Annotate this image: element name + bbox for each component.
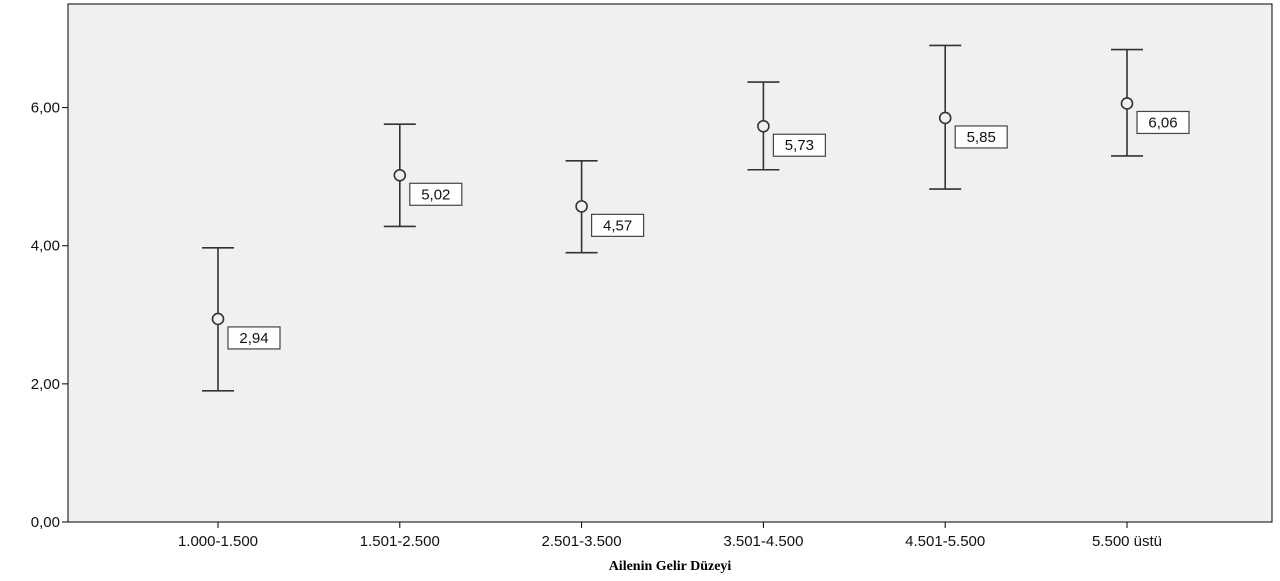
data-label: 5,02: [421, 186, 450, 203]
data-label-box: [590, 213, 645, 237]
data-label-box: [1136, 110, 1190, 135]
error-bar-group: 5,73: [747, 81, 827, 171]
y-tick-label: 2,00: [31, 376, 60, 393]
x-axis-label: Ailenin Gelir Düzeyi: [609, 559, 732, 574]
error-bar-group: 5,85: [929, 44, 1008, 190]
data-label-box: [409, 182, 463, 206]
y-tick-label: 6,00: [31, 100, 60, 117]
data-label-box: [772, 133, 827, 157]
mean-point: [211, 312, 225, 326]
data-label: 6,06: [1148, 114, 1177, 131]
error-bar-group: 2,94: [202, 247, 281, 392]
error-bar-group: 5,02: [383, 123, 463, 228]
data-label: 2,94: [239, 330, 268, 347]
error-bar-group: 6,06: [1111, 48, 1190, 157]
y-axis: 0,00 2,00 4,00 6,00: [31, 100, 68, 531]
error-bar-group: 4,57: [565, 159, 645, 254]
data-label: 4,57: [603, 217, 632, 234]
data-marks: 2,94 5,02 4,57 5,73 5,85 6,06: [202, 44, 1190, 392]
data-label-box: [227, 326, 281, 350]
mean-point: [757, 119, 770, 133]
y-tick-label: 0,00: [31, 514, 60, 531]
data-label: 5,85: [967, 129, 996, 146]
x-tick-label: 4.501-5.500: [905, 533, 985, 550]
data-label: 5,73: [785, 137, 814, 154]
mean-point: [393, 168, 407, 182]
plot-area: [67, 3, 1273, 523]
mean-point: [575, 200, 588, 213]
x-tick-label: 3.501-4.500: [723, 533, 803, 550]
mean-point: [938, 111, 952, 125]
x-tick-label: 2.501-3.500: [542, 533, 622, 550]
mean-point: [1120, 97, 1134, 110]
x-tick-label: 5.500 üstü: [1092, 533, 1162, 550]
x-tick-label: 1.501-2.500: [360, 533, 440, 550]
data-label-box: [954, 125, 1008, 149]
y-tick-label: 4,00: [31, 238, 60, 255]
x-tick-label: 1.000-1.500: [178, 533, 258, 550]
x-axis: 1.000-1.500 1.501-2.500 2.501-3.500 3.501-4…: [178, 522, 1162, 550]
